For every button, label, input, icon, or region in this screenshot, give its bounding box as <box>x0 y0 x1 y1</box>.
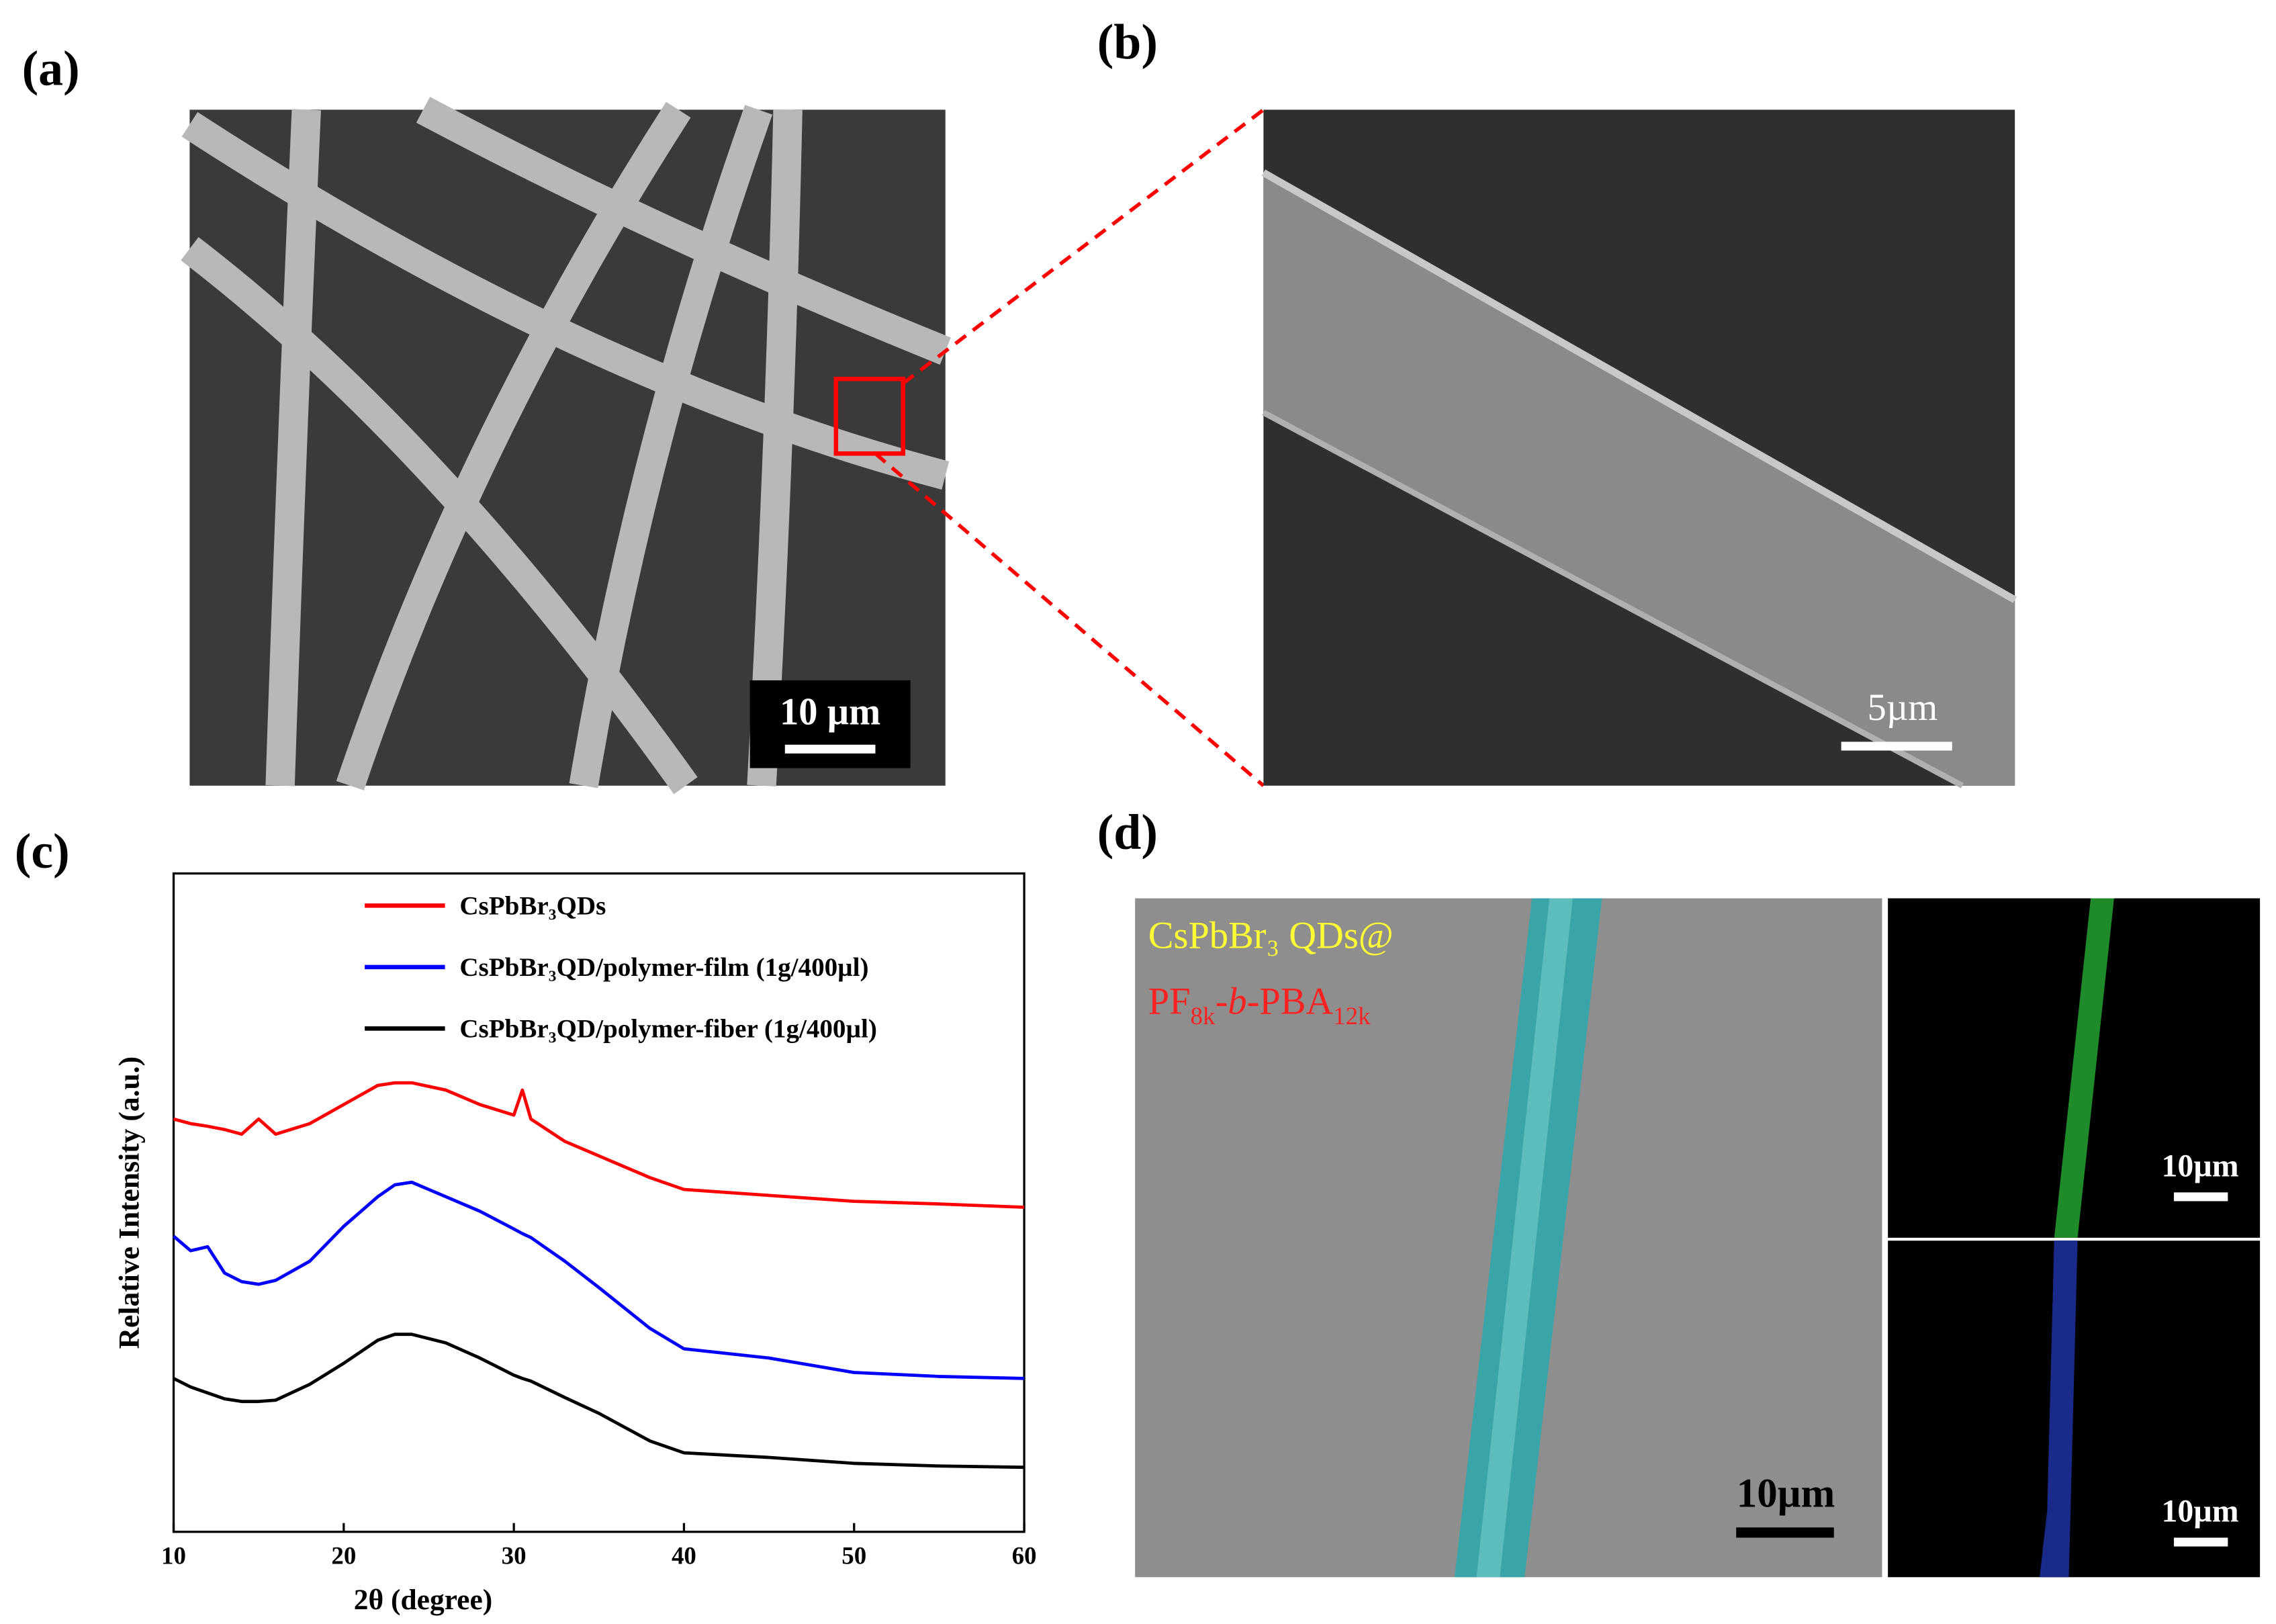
y-axis-label: Relative Intensity (a.u.) <box>113 1056 145 1349</box>
x-tick-label: 10 <box>161 1542 186 1570</box>
legend-label: CsPbBr₃QD/polymer-fiber (1g/400µl) <box>459 1014 877 1043</box>
scale-bar-label: 10 µm <box>780 691 880 733</box>
scale-bar-label: 10µm <box>2161 1493 2238 1529</box>
data-line <box>173 1333 1025 1470</box>
data-line <box>173 1081 1025 1209</box>
overlay-part: -PBA <box>1247 981 1334 1023</box>
overlay-part: 12k <box>1333 1002 1371 1030</box>
sem-image-a: 10 µm <box>181 97 951 795</box>
legend-label: CsPbBr₃QDs <box>459 891 606 920</box>
panel-label: (b) <box>1097 14 1158 69</box>
overlay-part: b <box>1228 981 1246 1023</box>
panel-label: (c) <box>15 823 70 878</box>
panel-label: (a) <box>22 40 80 95</box>
legend-label: CsPbBr₃QD/polymer-film (1g/400µl) <box>459 953 868 982</box>
data-line <box>172 1180 1025 1380</box>
plot-frame <box>172 872 1026 1533</box>
overlay-text: PF8k-b-PBA12k <box>1148 981 1371 1030</box>
overlay-part: - <box>1215 981 1228 1023</box>
x-axis-label: 2θ (degree) <box>354 1584 492 1616</box>
x-tick-label: 20 <box>331 1542 356 1570</box>
overlay-part: 8k <box>1191 1002 1216 1030</box>
panel-label: (d) <box>1097 804 1158 859</box>
scale-bar-label: 5µm <box>1868 687 1938 729</box>
x-tick-label: 40 <box>672 1542 696 1570</box>
scale-bar-label: 10µm <box>1737 1472 1835 1517</box>
scale-bar-label: 10µm <box>2161 1148 2238 1183</box>
overlay-part: PF <box>1148 981 1191 1023</box>
overlay-text: CsPbBr₃ QDs@ <box>1148 915 1394 957</box>
x-tick-label: 50 <box>841 1542 866 1570</box>
x-tick-label: 60 <box>1012 1542 1037 1570</box>
fluorescence-image: CsPbBr₃ QDs@ PF8k-b-PBA12k 10µm 10µm 10µ… <box>1135 898 2261 1578</box>
xrd-chart: 2θ (degree) Relative Intensity (a.u.) 10… <box>113 872 1037 1616</box>
x-tick-label: 30 <box>502 1542 527 1570</box>
zoom-lines <box>874 108 1265 787</box>
sem-image-b: 5µm <box>1261 109 2017 788</box>
